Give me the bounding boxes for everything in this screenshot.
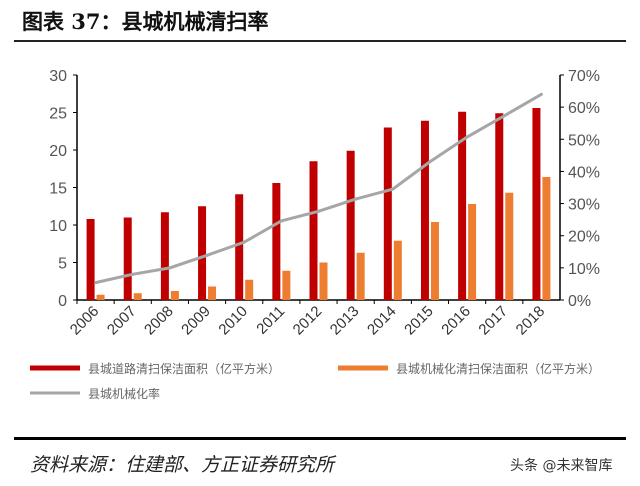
x-tick-label: 2018 bbox=[513, 303, 549, 339]
right-tick-label: 10% bbox=[568, 261, 600, 278]
x-tick-label: 2017 bbox=[475, 303, 511, 339]
bar-road-area bbox=[160, 212, 169, 300]
bar-mech-area bbox=[133, 293, 142, 300]
bar-mech-area bbox=[245, 279, 254, 300]
bar-mech-area bbox=[356, 252, 365, 300]
bar-mech-area bbox=[282, 270, 291, 300]
bar-road-area bbox=[532, 108, 541, 300]
bar-road-area bbox=[420, 120, 429, 300]
bar-mech-area bbox=[430, 222, 439, 300]
left-tick-label: 5 bbox=[58, 256, 67, 273]
bar-mech-area bbox=[208, 286, 217, 300]
line-point bbox=[131, 272, 135, 276]
line-point bbox=[242, 240, 246, 244]
bar-road-area bbox=[86, 219, 95, 300]
source-note: 资料来源：住建部、方正证券研究所 bbox=[30, 454, 335, 476]
x-tick-label: 2007 bbox=[104, 303, 140, 339]
right-tick-label: 20% bbox=[568, 229, 600, 246]
source-divider bbox=[14, 437, 626, 440]
bar-mech-area bbox=[542, 177, 551, 300]
bar-road-area bbox=[198, 206, 207, 300]
watermark: 头条 @未来智库 bbox=[510, 458, 613, 474]
bar-road-area bbox=[383, 127, 392, 300]
line-point bbox=[94, 281, 98, 285]
right-tick-label: 50% bbox=[568, 132, 600, 149]
bar-mech-area bbox=[468, 204, 477, 300]
x-tick-label: 2014 bbox=[364, 303, 400, 339]
line-point bbox=[168, 266, 172, 270]
left-tick-label: 10 bbox=[49, 218, 67, 235]
right-tick-label: 70% bbox=[568, 68, 600, 85]
line-point bbox=[391, 187, 395, 191]
x-tick-label: 2015 bbox=[401, 303, 437, 339]
left-tick-label: 20 bbox=[49, 143, 67, 160]
x-tick-label: 2010 bbox=[215, 303, 251, 339]
legend-label: 县城机械化清扫保洁面积（亿平方米） bbox=[396, 361, 600, 376]
line-point bbox=[465, 135, 469, 139]
bar-mech-area bbox=[319, 262, 328, 300]
left-tick-label: 25 bbox=[49, 106, 67, 123]
bar-mech-area bbox=[170, 291, 179, 300]
legend-label: 县城道路清扫保洁面积（亿平方米） bbox=[88, 361, 280, 376]
bar-road-area bbox=[235, 194, 244, 300]
bar-mech-area bbox=[96, 294, 105, 300]
x-tick-label: 2012 bbox=[290, 303, 326, 339]
left-tick-label: 15 bbox=[49, 181, 67, 198]
left-tick-label: 30 bbox=[49, 68, 67, 85]
legend-label: 县城机械化率 bbox=[88, 386, 160, 401]
bar-road-area bbox=[272, 183, 281, 300]
right-tick-label: 40% bbox=[568, 164, 600, 181]
right-tick-label: 60% bbox=[568, 100, 600, 117]
bar-road-area bbox=[123, 217, 132, 300]
right-tick-label: 0% bbox=[568, 293, 591, 310]
x-tick-label: 2013 bbox=[327, 303, 363, 339]
x-tick-label: 2008 bbox=[141, 303, 177, 339]
line-point bbox=[317, 209, 320, 213]
chart-title: 图表 37：县城机械清扫率 bbox=[22, 9, 269, 34]
line-point bbox=[428, 160, 432, 164]
line-point bbox=[279, 219, 283, 223]
left-tick-label: 0 bbox=[58, 293, 67, 310]
right-tick-label: 30% bbox=[568, 197, 600, 214]
title-divider bbox=[14, 40, 626, 42]
bar-road-area bbox=[495, 113, 504, 300]
x-tick-label: 2006 bbox=[67, 303, 103, 339]
line-point bbox=[354, 197, 358, 201]
x-tick-label: 2009 bbox=[178, 303, 214, 339]
line-point bbox=[205, 253, 209, 257]
x-tick-label: 2016 bbox=[438, 303, 474, 339]
x-tick-label: 2011 bbox=[253, 303, 288, 338]
bar-mech-area bbox=[393, 240, 402, 300]
bar-road-area bbox=[309, 161, 318, 300]
bar-mech-area bbox=[505, 192, 514, 300]
bar-road-area bbox=[458, 111, 467, 300]
bar-road-area bbox=[346, 150, 355, 300]
line-point bbox=[502, 114, 506, 118]
line-point bbox=[539, 92, 543, 96]
